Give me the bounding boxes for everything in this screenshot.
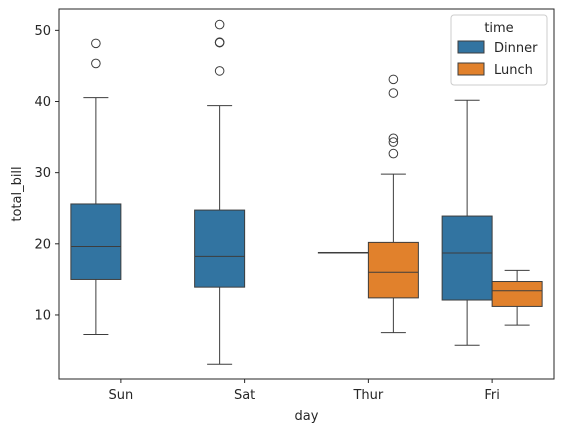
outlier-lunch-thur-4 <box>388 148 399 159</box>
outlier-lunch-thur-2 <box>388 133 399 144</box>
outlier-dinner-sun-1 <box>91 58 101 69</box>
box-dinner-sat <box>194 19 246 365</box>
legend-label-lunch: Lunch <box>494 63 533 78</box>
legend-swatch-lunch <box>457 62 485 76</box>
box-dinner-thur <box>317 251 369 254</box>
x-tick-label-sun: Sun <box>109 388 134 403</box>
outlier-lunch-thur-1 <box>388 88 399 98</box>
legend-title: time <box>484 21 513 36</box>
box-rect-lunch-fri <box>491 281 543 307</box>
y-axis-label: total_bill <box>10 166 25 221</box>
y-tick-label-10: 10 <box>34 308 51 323</box>
outlier-dinner-sat-2 <box>214 37 225 48</box>
y-tick-label-30: 30 <box>34 166 51 181</box>
outlier-dinner-sat-3 <box>214 66 225 76</box>
y-tick-label-50: 50 <box>34 24 51 39</box>
box-rect-dinner-sun <box>70 203 122 280</box>
plot-layer <box>70 19 543 365</box>
plot-frame <box>58 8 555 380</box>
box-rect-dinner-fri <box>441 215 493 301</box>
x-tick-label-sat: Sat <box>234 388 255 403</box>
box-dinner-sun <box>70 38 122 336</box>
box-rect-lunch-thur <box>367 241 419 299</box>
x-tick-label-thur: Thur <box>352 388 383 403</box>
y-tick-label-40: 40 <box>34 95 51 110</box>
legend-label-dinner: Dinner <box>494 41 538 56</box>
outlier-lunch-thur-3 <box>388 137 399 147</box>
outlier-lunch-thur-0 <box>388 74 399 85</box>
legend-swatch-dinner <box>457 40 485 54</box>
y-tick-label-20: 20 <box>34 237 51 252</box>
outlier-dinner-sun-0 <box>91 38 101 49</box>
box-lunch-fri <box>491 269 543 326</box>
box-dinner-fri <box>441 99 493 346</box>
legend-entries: Dinner Lunch <box>457 40 538 78</box>
tick-layer: 10 20 30 40 50 Sun Sat Thur Fri <box>34 24 499 403</box>
box-lunch-thur <box>367 74 419 334</box>
x-tick-label-fri: Fri <box>484 388 500 403</box>
legend: time Dinner Lunch <box>450 14 548 86</box>
box-rect-dinner-sat <box>194 209 246 288</box>
outlier-dinner-sat-0 <box>214 19 225 30</box>
x-axis-label: day <box>295 409 319 424</box>
